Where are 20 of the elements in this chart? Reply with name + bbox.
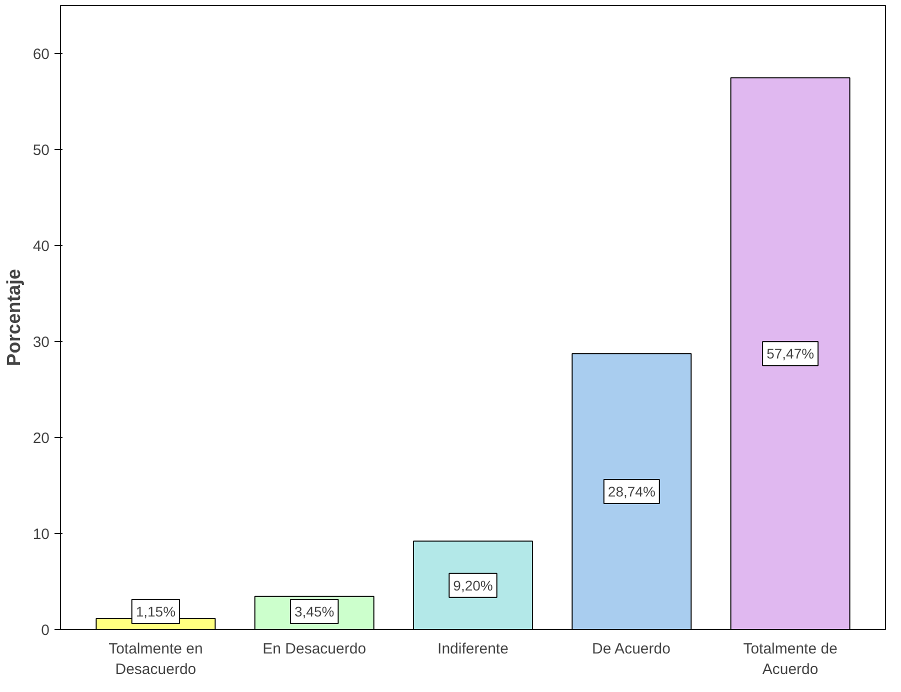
y-tick-label: 50 (32, 142, 50, 159)
data-label: 28,74% (608, 484, 656, 500)
data-label: 1,15% (136, 604, 176, 620)
y-tick-label: 40 (32, 238, 50, 255)
y-tick-label: 20 (32, 430, 50, 447)
data-label: 3,45% (294, 604, 334, 620)
y-tick-label: 60 (32, 46, 50, 63)
x-tick-label: En Desacuerdo (262, 640, 366, 658)
data-label: 57,47% (766, 346, 814, 362)
y-tick-label: 10 (32, 526, 50, 543)
x-tick-label: Indiferente (438, 640, 508, 658)
x-tick-label: De Acuerdo (592, 640, 670, 658)
x-tick-label: Totalmente de Acuerdo (743, 640, 838, 678)
bar (730, 77, 850, 630)
y-tick-label: 30 (32, 334, 50, 351)
bar (572, 353, 692, 630)
y-axis-title: Porcentaje (4, 268, 25, 366)
x-tick-label: Totalmente en Desacuerdo (108, 640, 203, 678)
data-label: 9,20% (453, 577, 493, 594)
y-tick-label: 0 (41, 622, 50, 639)
